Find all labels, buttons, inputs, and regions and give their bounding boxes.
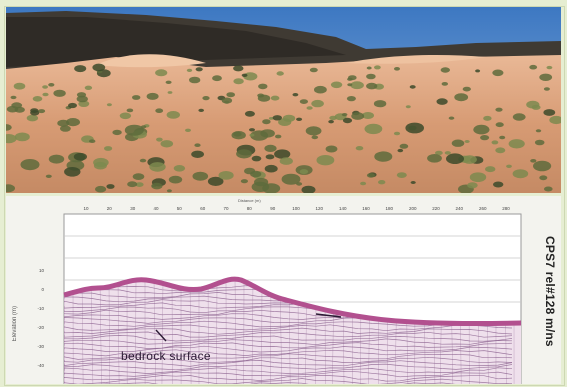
trace-line bbox=[81, 279, 84, 384]
gpr-profile: 10 20 30 40 50 60 70 80 90 100 120 140 160 180 200 220 2… bbox=[6, 196, 561, 384]
ground-surface-line bbox=[63, 276, 522, 327]
trace-line bbox=[161, 279, 164, 384]
trace-line bbox=[153, 279, 156, 384]
trace-line bbox=[90, 279, 94, 384]
x-tick-label: 40 bbox=[153, 206, 159, 211]
trace-line bbox=[108, 279, 110, 384]
trace-line bbox=[234, 279, 237, 384]
x-tick-label: 90 bbox=[270, 206, 276, 211]
x-tick-label: 280 bbox=[502, 206, 510, 211]
trace-line bbox=[99, 279, 102, 384]
y-axis-title: Elevation (m) bbox=[12, 306, 18, 342]
x-tick-label: 260 bbox=[479, 206, 487, 211]
x-tick-label: 10 bbox=[83, 206, 89, 211]
x-tick-label: 140 bbox=[339, 206, 347, 211]
y-tick-label: -20 bbox=[37, 325, 44, 330]
profile-side-label: CPS7 rel#128 m/ns bbox=[543, 236, 557, 347]
bedrock-arrow bbox=[155, 329, 167, 342]
trace-line bbox=[207, 279, 209, 384]
x-tick-label: 240 bbox=[456, 206, 464, 211]
trace-line bbox=[135, 279, 137, 384]
y-tick-label: -40 bbox=[37, 363, 44, 368]
trace-line bbox=[64, 279, 66, 384]
x-tick-label: 220 bbox=[432, 206, 440, 211]
bedrock-surface-label: bedrock surface bbox=[121, 349, 211, 363]
x-tick-label: 30 bbox=[130, 206, 136, 211]
y-tick-label: -10 bbox=[37, 306, 44, 311]
trace-line bbox=[216, 279, 218, 384]
x-axis-title: Distance (m) bbox=[238, 198, 261, 203]
x-tick-label: 100 bbox=[292, 206, 300, 211]
trace-line bbox=[251, 279, 254, 384]
x-tick-label: 80 bbox=[247, 206, 253, 211]
x-tick-label: 120 bbox=[316, 206, 324, 211]
x-tick-label: 60 bbox=[200, 206, 206, 211]
y-tick-label: 0 bbox=[41, 287, 44, 292]
x-tick-label: 180 bbox=[386, 206, 394, 211]
trace-line bbox=[117, 279, 120, 384]
bedrock-arrow bbox=[315, 313, 342, 318]
dune-photo bbox=[6, 7, 561, 193]
y-tick-label: -30 bbox=[37, 344, 44, 349]
x-tick-label: 200 bbox=[409, 206, 417, 211]
x-tick-label: 70 bbox=[223, 206, 229, 211]
trace-line bbox=[189, 279, 192, 384]
x-tick-label: 20 bbox=[107, 206, 113, 211]
shrub-cluster bbox=[6, 63, 561, 193]
x-tick-label: 160 bbox=[362, 206, 370, 211]
y-tick-label: 10 bbox=[39, 268, 45, 273]
x-tick-label: 50 bbox=[177, 206, 183, 211]
